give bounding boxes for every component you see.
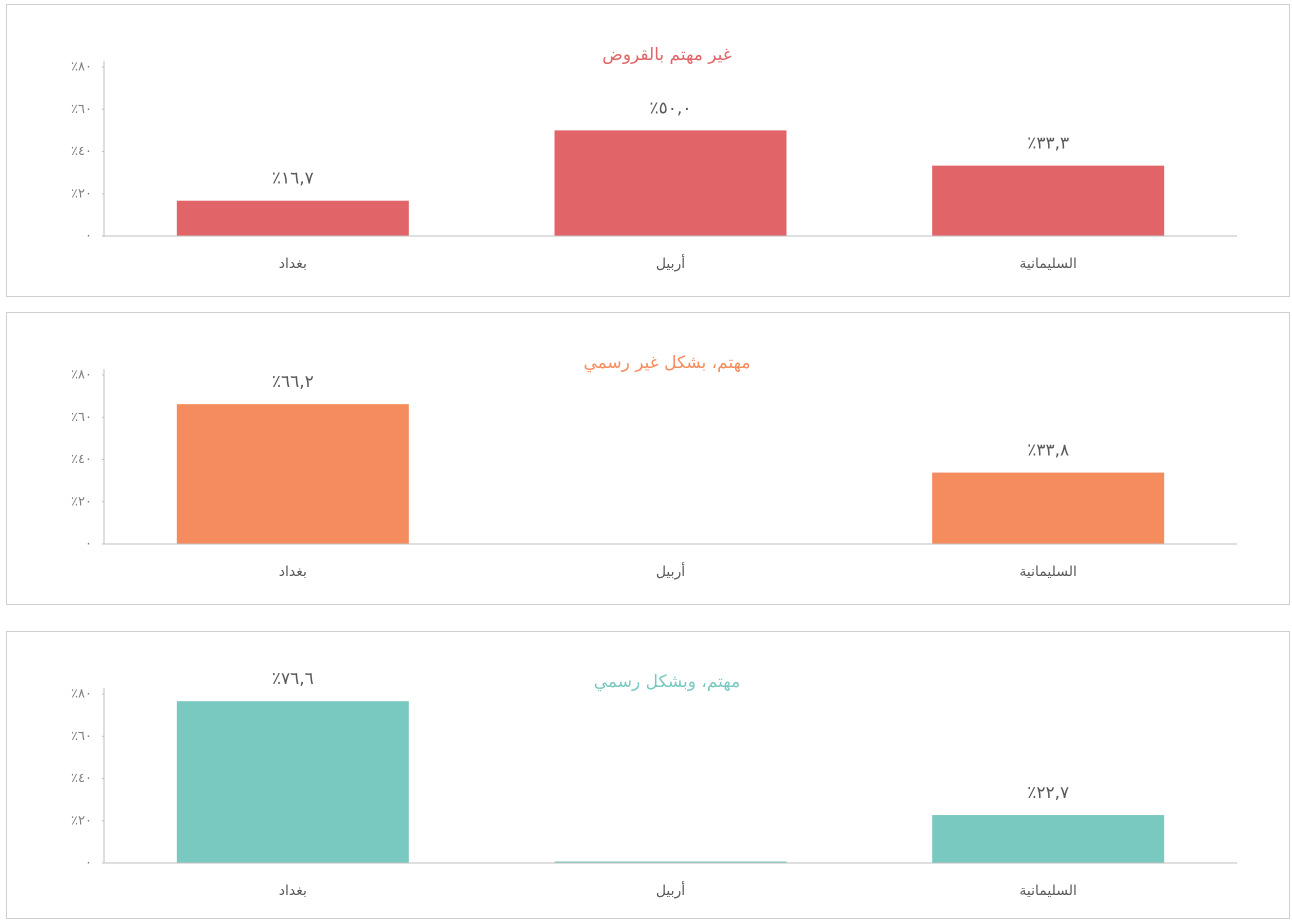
- bar: [176, 404, 409, 544]
- value-label: ٪٣٣,٨: [1027, 441, 1069, 461]
- y-tick-label: ٪٢٠: [71, 813, 92, 828]
- x-tick-label: السليمانية: [1019, 256, 1077, 272]
- y-tick-label: ٠: [85, 856, 92, 871]
- y-tick-label: ٠: [85, 537, 92, 552]
- y-tick-label: ٪٨٠: [71, 368, 92, 383]
- chart-title: مهتم، بشكل غير رسمي: [583, 353, 750, 373]
- y-tick-label: ٪٦٠: [71, 102, 92, 117]
- x-tick-label: بغداد: [279, 883, 307, 899]
- y-tick-label: ٪٨٠: [71, 60, 92, 75]
- value-label: ٪٦٦,٢: [272, 372, 314, 392]
- y-tick-label: ٪٦٠: [71, 410, 92, 425]
- bar: [932, 472, 1165, 544]
- value-label: ٪٧٦,٦: [272, 669, 314, 689]
- y-tick-label: ٪٦٠: [71, 729, 92, 744]
- value-label: ٪٢٢,٧: [1027, 783, 1069, 803]
- y-tick-label: ٪٤٠: [71, 452, 92, 467]
- y-tick-label: ٪٢٠: [71, 186, 92, 201]
- x-tick-label: السليمانية: [1019, 883, 1077, 899]
- x-tick-label: أربيل: [656, 562, 685, 580]
- bar: [176, 701, 409, 863]
- bar: [932, 165, 1165, 236]
- chart-title: غير مهتم بالقروض: [602, 45, 732, 65]
- x-tick-label: بغداد: [279, 256, 307, 272]
- bar: [554, 861, 787, 863]
- bar: [554, 130, 787, 236]
- y-tick-label: ٪٤٠: [71, 771, 92, 786]
- value-label: ٪٥٠,٠: [650, 98, 692, 118]
- x-tick-label: بغداد: [279, 564, 307, 580]
- y-tick-label: ٪٨٠: [71, 687, 92, 702]
- chart-title: مهتم، وبشكل رسمي: [594, 672, 741, 692]
- x-tick-label: أربيل: [656, 881, 685, 899]
- x-tick-label: أربيل: [656, 254, 685, 272]
- bar: [176, 200, 409, 236]
- y-tick-label: ٠: [85, 229, 92, 244]
- value-label: ٪٣٣,٣: [1027, 134, 1069, 154]
- bar: [932, 815, 1165, 863]
- value-label: ٪١٦,٧: [272, 169, 314, 189]
- y-tick-label: ٪٤٠: [71, 144, 92, 159]
- y-tick-label: ٪٢٠: [71, 494, 92, 509]
- x-tick-label: السليمانية: [1019, 564, 1077, 580]
